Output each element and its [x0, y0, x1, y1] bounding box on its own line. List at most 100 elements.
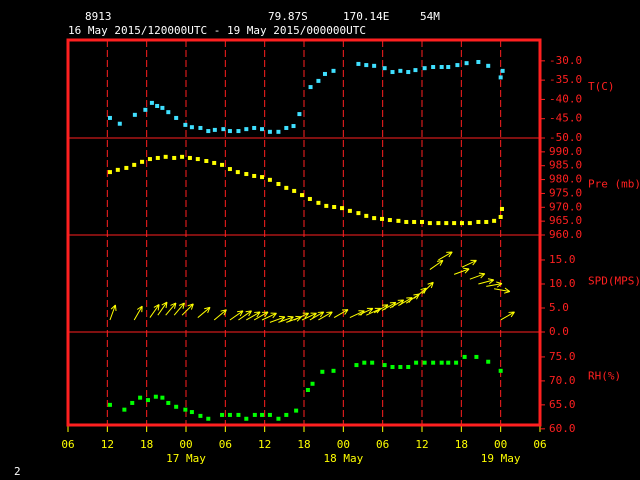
point	[180, 154, 185, 159]
point	[145, 398, 150, 403]
point	[406, 70, 411, 75]
wind-arrow	[453, 267, 470, 275]
point	[252, 125, 257, 130]
wind-arrow	[429, 259, 444, 270]
x-tick-label: 00	[494, 438, 507, 451]
x-tick-label: 12	[415, 438, 428, 451]
point	[431, 360, 436, 365]
day-label: 17 May	[166, 452, 206, 465]
wind-arrow	[213, 309, 227, 321]
point	[291, 124, 296, 129]
x-tick-label: 18	[140, 438, 153, 451]
point	[316, 78, 321, 83]
point	[244, 416, 249, 421]
wind-arrow	[261, 312, 277, 321]
point	[292, 188, 297, 193]
x-tick-label: 12	[258, 438, 271, 451]
point	[107, 170, 112, 175]
point	[235, 170, 240, 175]
point	[267, 412, 272, 417]
point	[316, 200, 321, 205]
point	[387, 218, 392, 223]
y-tick-label: 5.0	[549, 301, 569, 314]
point	[227, 412, 232, 417]
point	[220, 412, 225, 417]
point	[294, 408, 299, 413]
point	[340, 206, 345, 211]
y-tick-label: 980.0	[549, 173, 582, 186]
point	[420, 219, 424, 224]
point	[484, 219, 489, 224]
point	[492, 218, 497, 223]
point	[500, 68, 505, 73]
point	[462, 354, 467, 359]
point	[414, 360, 419, 365]
point	[474, 354, 479, 359]
wind-arrow	[500, 311, 515, 321]
x-tick-label: 06	[61, 438, 74, 451]
point	[436, 221, 441, 226]
point	[220, 162, 225, 167]
y-tick-label: -35.0	[549, 73, 582, 86]
wind-arrow	[309, 311, 325, 321]
point	[398, 68, 403, 73]
point	[356, 211, 361, 216]
point	[227, 129, 232, 134]
point	[124, 165, 129, 170]
point	[198, 413, 203, 418]
station-id: 8913	[85, 10, 112, 23]
wind-arrow	[181, 303, 194, 316]
wind-arrow	[278, 315, 294, 323]
wind-arrow	[413, 287, 427, 299]
wind-arrow	[197, 306, 211, 318]
point	[324, 203, 329, 208]
wind-arrow	[461, 259, 477, 268]
point	[221, 127, 226, 132]
point	[322, 71, 327, 76]
point	[464, 61, 469, 66]
point	[276, 129, 281, 134]
x-tick-label: 00	[179, 438, 192, 451]
point	[252, 412, 257, 417]
point	[467, 221, 472, 226]
panel-label: Pre (mb)	[588, 178, 640, 191]
point	[427, 221, 432, 226]
x-tick-label: 18	[297, 438, 310, 451]
wind-arrow	[149, 304, 160, 318]
point	[143, 107, 148, 112]
point	[284, 125, 289, 130]
y-tick-label: 990.0	[549, 145, 582, 158]
point	[183, 122, 188, 127]
point	[431, 65, 436, 70]
day-label: 19 May	[481, 452, 521, 465]
point	[107, 402, 112, 407]
point	[422, 66, 427, 71]
point	[153, 394, 158, 399]
point	[459, 221, 464, 226]
panel-label: T(C)	[588, 80, 615, 93]
point	[356, 61, 361, 66]
y-tick-label: 975.0	[549, 186, 582, 199]
y-tick-label: 970.0	[549, 200, 582, 213]
point	[155, 103, 160, 108]
point	[149, 100, 154, 105]
point	[267, 177, 272, 182]
x-tick-label: 06	[533, 438, 546, 451]
wind-arrow	[366, 307, 382, 316]
point	[260, 127, 265, 132]
wind-arrow	[165, 302, 177, 316]
point	[244, 127, 249, 132]
elevation: 54M	[420, 10, 440, 23]
point	[382, 363, 387, 368]
y-tick-label: 10.0	[549, 277, 576, 290]
x-tick-label: 18	[455, 438, 468, 451]
point	[117, 121, 122, 126]
point	[486, 63, 491, 68]
point	[320, 369, 325, 374]
point	[107, 115, 112, 120]
point	[446, 360, 451, 365]
wind-arrow	[238, 310, 252, 321]
y-tick-label: -50.0	[549, 131, 582, 144]
wind-arrow	[269, 315, 286, 323]
